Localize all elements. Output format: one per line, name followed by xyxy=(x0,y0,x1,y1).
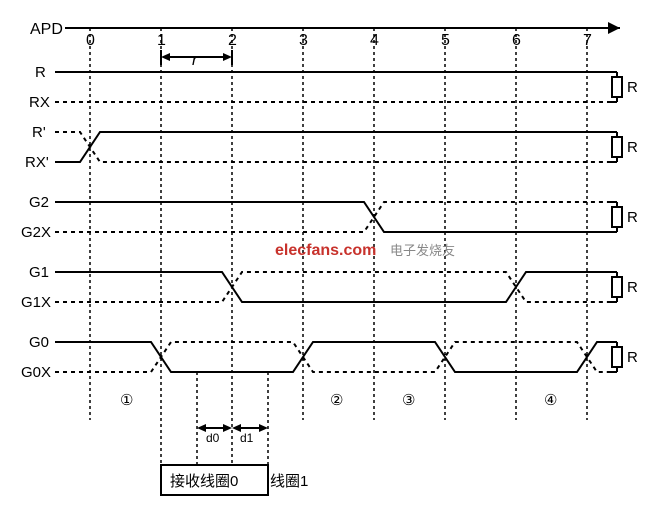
svg-text:R: R xyxy=(627,209,638,226)
svg-text:①: ① xyxy=(120,392,133,409)
svg-text:接收线圈0: 接收线圈0 xyxy=(170,473,238,490)
svg-text:d1: d1 xyxy=(240,431,254,445)
svg-text:R: R xyxy=(627,349,638,366)
svg-text:R: R xyxy=(35,64,46,81)
svg-text:G2X: G2X xyxy=(21,224,51,241)
svg-text:③: ③ xyxy=(402,392,415,409)
axis: APD 0 1 2 3 4 5 6 7 xyxy=(30,21,620,49)
svg-text:elecfans.com: elecfans.com xyxy=(275,242,376,259)
signal-rprime xyxy=(55,132,607,162)
circled-numbers: ① ② ③ ④ xyxy=(120,392,557,409)
apd-label: APD xyxy=(30,21,63,38)
svg-text:电子发烧友: 电子发烧友 xyxy=(390,243,455,258)
coil-boxes: 接收线圈0 线圈1 xyxy=(161,465,308,495)
svg-text:④: ④ xyxy=(544,392,557,409)
resistor-r-label: R xyxy=(627,79,638,96)
svg-text:r: r xyxy=(192,52,198,69)
svg-text:R: R xyxy=(627,139,638,156)
svg-text:G2: G2 xyxy=(29,194,49,211)
svg-text:线圈1: 线圈1 xyxy=(270,473,308,490)
svg-text:②: ② xyxy=(330,392,343,409)
svg-text:G1X: G1X xyxy=(21,294,51,311)
svg-text:d0: d0 xyxy=(206,431,220,445)
svg-text:G1: G1 xyxy=(29,264,49,281)
svg-text:RX': RX' xyxy=(25,154,49,171)
signal-g1 xyxy=(55,272,607,302)
watermark: elecfans.com 电子发烧友 xyxy=(275,242,455,259)
svg-text:RX: RX xyxy=(29,94,50,111)
signal-r xyxy=(55,72,607,102)
svg-text:R': R' xyxy=(32,124,46,141)
svg-text:G0X: G0X xyxy=(21,364,51,381)
resistors: R R R R R xyxy=(607,72,638,372)
svg-text:R: R xyxy=(627,279,638,296)
signal-labels: R RX R' RX' G2 G2X G1 G1X G0 G0X xyxy=(21,64,51,381)
timing-diagram: APD 0 1 2 3 4 5 6 7 r R RX xyxy=(10,10,646,504)
r-bracket: r xyxy=(161,50,232,69)
svg-text:G0: G0 xyxy=(29,334,49,351)
signal-g2 xyxy=(55,202,607,232)
signal-g0 xyxy=(55,342,607,372)
